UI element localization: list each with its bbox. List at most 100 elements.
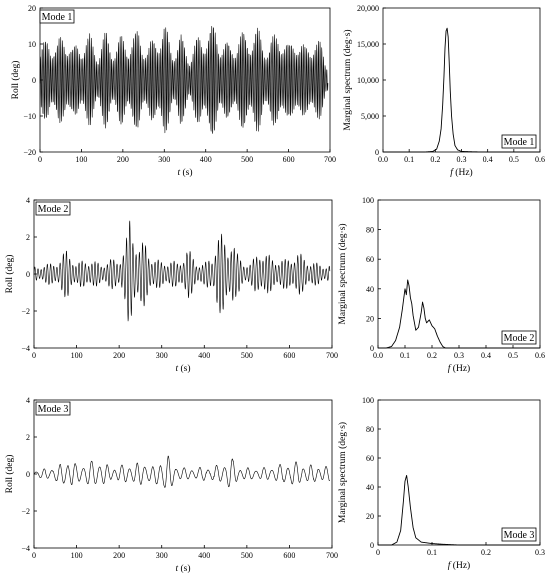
x-tick-label: 0.6 xyxy=(535,351,545,360)
plot-frame xyxy=(377,399,541,546)
y-tick-label: 4 xyxy=(26,396,30,405)
plot-frame xyxy=(33,399,333,549)
y-tick-label: 0 xyxy=(32,76,36,85)
x-axis-label: t (s) xyxy=(175,563,190,574)
mode-label-box xyxy=(35,401,71,416)
series-line xyxy=(377,474,541,546)
y-tick-label: 0 xyxy=(26,270,30,279)
y-tick-label: 20,000 xyxy=(357,4,379,13)
x-tick-label: 500 xyxy=(241,155,253,164)
y-axis-label: Marginal spectrum (deg·s) xyxy=(337,223,348,324)
mode-label: Mode 1 xyxy=(504,137,535,148)
x-tick-label: 0.4 xyxy=(481,351,491,360)
y-tick-label: 0 xyxy=(26,470,30,479)
plot-frame xyxy=(382,7,541,153)
y-axis-label: Roll (deg) xyxy=(4,455,15,494)
x-tick-label: 400 xyxy=(198,551,210,560)
mode-label-box xyxy=(501,134,537,149)
y-tick-label: 10 xyxy=(28,40,36,49)
x-tick-label: 0 xyxy=(32,351,36,360)
x-tick-label: 600 xyxy=(283,351,295,360)
y-axis-label: Marginal spectrum (deg·s) xyxy=(337,422,348,523)
x-tick-label: 300 xyxy=(156,551,168,560)
y-tick-label: 0 xyxy=(370,344,374,353)
y-tick-label: −10 xyxy=(23,112,36,121)
y-tick-label: 0 xyxy=(375,148,379,157)
y-tick-label: 20 xyxy=(366,314,374,323)
series-line xyxy=(33,455,331,488)
x-tick-label: 400 xyxy=(198,351,210,360)
mode-label: Mode 2 xyxy=(38,204,69,215)
y-axis-label: Roll (deg) xyxy=(10,61,21,100)
x-tick-label: 600 xyxy=(283,155,295,164)
plot-frame xyxy=(377,199,541,349)
x-tick-label: 0.3 xyxy=(454,351,464,360)
x-tick-label: 0.1 xyxy=(427,548,437,557)
x-tick-label: 0.2 xyxy=(427,351,437,360)
mode-label: Mode 1 xyxy=(42,12,73,23)
x-tick-label: 200 xyxy=(113,551,125,560)
y-axis-label: Marginal spectrum (deg·s) xyxy=(342,29,353,130)
y-tick-label: 60 xyxy=(366,454,374,463)
y-tick-label: 0 xyxy=(370,541,374,550)
chart-panel-3: 0 100 200 300 400 500 600 700 −4 −2 0 2 4 t (s) Roll (… xyxy=(4,196,338,374)
chart-panel-5: 0 100 200 300 400 500 600 700 −4 −2 0 2 4 t (s) Roll (… xyxy=(4,396,338,574)
x-tick-label: 0.2 xyxy=(481,548,491,557)
x-tick-label: 0 xyxy=(38,155,42,164)
x-tick-label: 700 xyxy=(326,551,338,560)
x-tick-label: 0.5 xyxy=(508,351,518,360)
y-tick-label: 2 xyxy=(26,233,30,242)
y-tick-label: 40 xyxy=(366,285,374,294)
mode-label: Mode 3 xyxy=(38,404,69,415)
x-axis-label: f (Hz) xyxy=(448,560,470,571)
y-tick-label: 20 xyxy=(28,4,36,13)
x-axis-label: f (Hz) xyxy=(448,363,470,374)
x-tick-label: 300 xyxy=(158,155,170,164)
x-tick-label: 0.1 xyxy=(400,351,410,360)
series-line xyxy=(382,27,541,153)
x-tick-label: 0 xyxy=(32,551,36,560)
y-tick-label: 100 xyxy=(362,196,374,205)
x-tick-label: 0.2 xyxy=(430,155,440,164)
y-tick-label: 2 xyxy=(26,433,30,442)
chart-panel-2: 0.0 0.1 0.2 0.3 0.4 0.5 0.6 0 5,000 10,000 15,000 2… xyxy=(342,4,545,178)
x-tick-label: 600 xyxy=(283,551,295,560)
y-tick-label: 100 xyxy=(362,396,374,405)
mode-label-box xyxy=(501,527,537,542)
y-tick-label: 80 xyxy=(366,425,374,434)
mode-label-box xyxy=(35,201,71,216)
x-axis-label: t (s) xyxy=(175,363,190,374)
y-tick-label: 5,000 xyxy=(361,112,379,121)
y-tick-label: −4 xyxy=(21,344,30,353)
x-tick-label: 0.1 xyxy=(404,155,414,164)
mode-label: Mode 3 xyxy=(504,530,535,541)
x-tick-label: 0.4 xyxy=(483,155,493,164)
mode-label: Mode 2 xyxy=(504,333,535,344)
chart-panel-6: 0 0.1 0.2 0.3 0 20 40 60 80 100 f (Hz) Marginal spe… xyxy=(337,396,545,571)
series-line xyxy=(377,279,541,349)
x-tick-label: 200 xyxy=(117,155,129,164)
x-tick-label: 300 xyxy=(156,351,168,360)
x-tick-label: 0 xyxy=(376,548,380,557)
x-tick-label: 0.5 xyxy=(509,155,519,164)
mode-label-box xyxy=(39,9,75,24)
y-tick-label: 20 xyxy=(366,512,374,521)
x-tick-label: 0.0 xyxy=(373,351,383,360)
x-tick-label: 100 xyxy=(75,155,87,164)
series-line xyxy=(39,25,329,134)
x-tick-label: 100 xyxy=(71,351,83,360)
y-tick-label: 40 xyxy=(366,483,374,492)
chart-panel-4: 0.0 0.1 0.2 0.3 0.4 0.5 0.6 0 20 40 60 80 100 f (Hz) M… xyxy=(337,196,545,374)
y-axis-label: Roll (deg) xyxy=(4,255,15,294)
y-tick-label: −2 xyxy=(21,307,30,316)
y-tick-label: 10,000 xyxy=(357,76,379,85)
x-tick-label: 500 xyxy=(241,551,253,560)
mode-label-box xyxy=(501,330,537,345)
x-tick-label: 0.3 xyxy=(535,548,545,557)
y-tick-label: −4 xyxy=(21,544,30,553)
x-tick-label: 500 xyxy=(241,351,253,360)
x-tick-label: 0.3 xyxy=(457,155,467,164)
x-axis-label: t (s) xyxy=(177,167,192,178)
x-tick-label: 700 xyxy=(326,351,338,360)
